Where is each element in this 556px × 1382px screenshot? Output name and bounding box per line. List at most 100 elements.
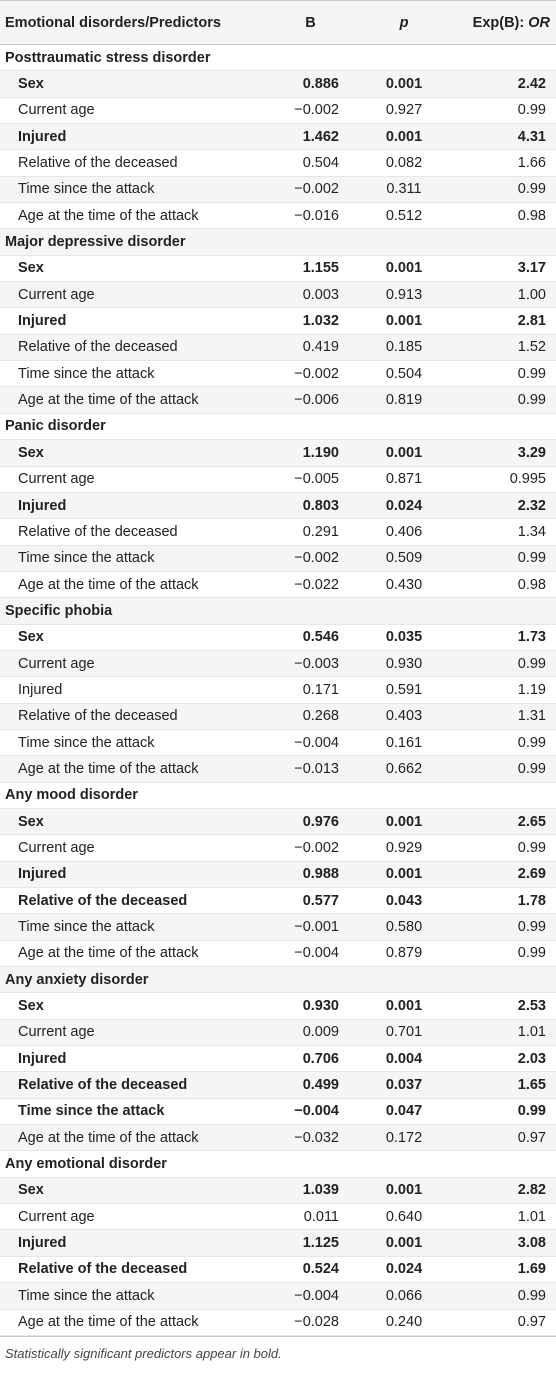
p-cell: 0.161 [359,729,449,757]
predictor-cell: Sex [0,70,262,98]
header-or: Exp(B): OR [449,0,556,45]
predictor-cell: Current age [0,1203,262,1231]
or-cell: 0.99 [449,1098,556,1126]
group-name: Major depressive disorder [0,228,556,256]
header-predictors: Emotional disorders/Predictors [0,0,262,45]
p-cell: 0.240 [359,1309,449,1336]
or-cell: 2.82 [449,1177,556,1205]
predictor-cell: Current age [0,834,262,862]
header-row: Emotional disorders/Predictors B p Exp(B… [0,0,556,45]
b-cell: −0.022 [262,571,359,599]
b-cell: 0.268 [262,703,359,730]
or-cell: 3.08 [449,1229,556,1257]
p-cell: 0.082 [359,149,449,177]
group-name: Panic disorder [0,413,556,441]
b-cell: 1.190 [262,439,359,467]
b-cell: −0.002 [262,834,359,862]
table-row: Time since the attack −0.001 0.580 0.99 [0,913,556,941]
or-cell: 2.03 [449,1045,556,1073]
or-cell: 1.52 [449,334,556,362]
table-row: Time since the attack −0.004 0.047 0.99 [0,1098,556,1126]
b-cell: −0.005 [262,466,359,493]
p-cell: 0.580 [359,913,449,941]
predictor-cell: Injured [0,1045,262,1073]
p-cell: 0.001 [359,70,449,98]
or-cell: 0.99 [449,386,556,414]
p-cell: 0.001 [359,1177,449,1205]
predictor-cell: Time since the attack [0,1282,262,1310]
table-row: Time since the attack −0.004 0.066 0.99 [0,1282,556,1310]
table-row: Age at the time of the attack −0.006 0.819… [0,386,556,414]
p-cell: 0.819 [359,386,449,414]
group-name: Any emotional disorder [0,1150,556,1178]
b-cell: 0.706 [262,1045,359,1073]
predictor-cell: Time since the attack [0,545,262,572]
b-cell: 1.125 [262,1229,359,1257]
group-row: Major depressive disorder [0,228,556,256]
table-row: Current age −0.005 0.871 0.995 [0,466,556,493]
predictor-cell: Relative of the deceased [0,518,262,546]
p-cell: 0.037 [359,1071,449,1099]
p-cell: 0.172 [359,1124,449,1152]
group-row: Panic disorder [0,413,556,441]
table-row: Sex 0.886 0.001 2.42 [0,70,556,98]
header-or-italic: OR [528,14,550,31]
header-p: p [359,0,449,45]
predictor-cell: Injured [0,676,262,704]
p-cell: 0.512 [359,202,449,230]
or-cell: 2.65 [449,808,556,836]
p-cell: 0.879 [359,940,449,968]
or-cell: 0.99 [449,97,556,125]
group-name: Posttraumatic stress disorder [0,44,556,72]
table-row: Relative of the deceased 0.577 0.043 1.78 [0,887,556,915]
or-cell: 4.31 [449,123,556,151]
logistic-regression-table: Emotional disorders/Predictors B p Exp(B… [0,0,556,1336]
b-cell: −0.028 [262,1309,359,1336]
table-row: Sex 0.546 0.035 1.73 [0,624,556,651]
predictor-cell: Sex [0,808,262,836]
predictor-cell: Relative of the deceased [0,334,262,362]
p-cell: 0.024 [359,492,449,520]
b-cell: 0.803 [262,492,359,520]
b-cell: 0.976 [262,808,359,836]
predictor-cell: Relative of the deceased [0,1256,262,1284]
table-row: Sex 1.039 0.001 2.82 [0,1177,556,1205]
table-row: Time since the attack −0.002 0.504 0.99 [0,360,556,388]
table-row: Relative of the deceased 0.499 0.037 1.65 [0,1071,556,1099]
predictor-cell: Sex [0,439,262,467]
p-cell: 0.001 [359,255,449,283]
or-cell: 1.19 [449,676,556,704]
or-cell: 1.00 [449,281,556,309]
table-row: Injured 0.171 0.591 1.19 [0,676,556,704]
b-cell: 0.886 [262,70,359,98]
header-p-label: p [399,14,409,31]
table-row: Injured 0.706 0.004 2.03 [0,1045,556,1073]
p-cell: 0.403 [359,703,449,730]
table-row: Injured 1.462 0.001 4.31 [0,123,556,151]
b-cell: −0.002 [262,545,359,572]
predictor-cell: Injured [0,123,262,151]
table-row: Injured 1.125 0.001 3.08 [0,1229,556,1257]
table-row: Age at the time of the attack −0.013 0.662… [0,755,556,783]
predictor-cell: Age at the time of the attack [0,940,262,968]
predictor-cell: Age at the time of the attack [0,571,262,599]
p-cell: 0.406 [359,518,449,546]
b-cell: 1.155 [262,255,359,283]
p-cell: 0.066 [359,1282,449,1310]
table-row: Current age −0.002 0.929 0.99 [0,834,556,862]
or-cell: 1.65 [449,1071,556,1099]
or-cell: 2.81 [449,307,556,335]
table-row: Current age 0.003 0.913 1.00 [0,281,556,309]
p-cell: 0.047 [359,1098,449,1126]
p-cell: 0.001 [359,808,449,836]
or-cell: 2.32 [449,492,556,520]
group-name: Any mood disorder [0,782,556,809]
b-cell: −0.003 [262,650,359,678]
table-row: Injured 0.988 0.001 2.69 [0,861,556,889]
predictor-cell: Age at the time of the attack [0,1124,262,1152]
table-row: Current age 0.011 0.640 1.01 [0,1203,556,1231]
p-cell: 0.001 [359,123,449,151]
p-cell: 0.871 [359,466,449,493]
p-cell: 0.430 [359,571,449,599]
table-row: Relative of the deceased 0.291 0.406 1.34 [0,518,556,546]
